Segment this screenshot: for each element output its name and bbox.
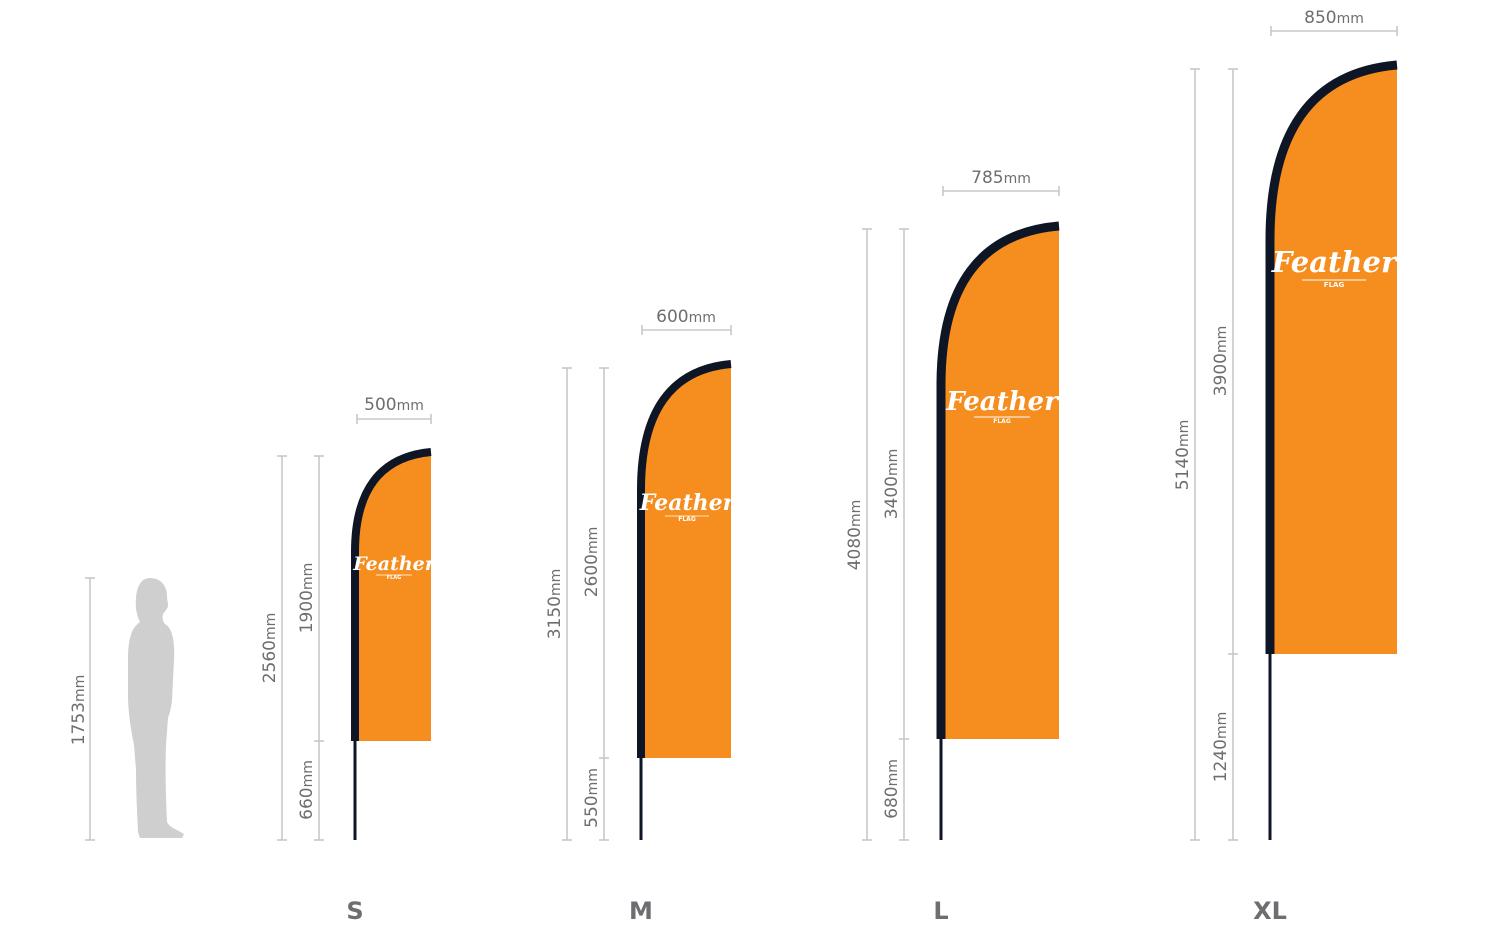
flag-xl: 850mm 5140mm 3900mm 1240mm Feather FLAG … — [1173, 8, 1399, 925]
flag-l: 785mm 4080mm 3400mm 680mm Feather FLAG L — [845, 168, 1060, 925]
svg-text:Feather: Feather — [639, 490, 736, 516]
flag-xl-width-dimension: 850mm — [1270, 8, 1398, 36]
flag-s-logo: Feather FLAG — [352, 553, 437, 581]
flag-s-width-label: 500mm — [364, 395, 424, 415]
flag-xl-pole-height-label: 1240mm — [1211, 712, 1231, 783]
flag-s-width-dimension: 500mm — [356, 395, 432, 424]
flag-xl-width-label: 850mm — [1304, 8, 1364, 28]
svg-text:FLAG: FLAG — [993, 418, 1011, 425]
flag-s-size-label: S — [346, 897, 363, 925]
person-height-label: 1753mm — [69, 675, 89, 746]
flag-l-logo: Feather FLAG — [945, 387, 1060, 425]
svg-text:Feather: Feather — [945, 387, 1060, 417]
flag-xl-sleeve — [1265, 60, 1398, 654]
flag-l-size-label: L — [933, 897, 948, 925]
svg-text:FLAG: FLAG — [1324, 281, 1345, 289]
flag-m-banner — [641, 364, 731, 758]
svg-text:Feather: Feather — [1271, 245, 1399, 279]
svg-text:FLAG: FLAG — [678, 516, 696, 523]
flag-l-width-dimension: 785mm — [942, 168, 1060, 196]
flag-m: 600mm 3150mm 2600mm 550mm Feather FLAG M — [545, 307, 736, 925]
flag-l-total-height-label: 4080mm — [845, 500, 865, 571]
person-reference: 1753mm — [69, 577, 184, 841]
flag-xl-total-height-label: 5140mm — [1173, 420, 1193, 491]
flag-s-pole-height-label: 660mm — [297, 760, 317, 820]
flag-s-banner — [355, 452, 431, 741]
flag-s-sleeve — [351, 448, 432, 741]
svg-text:FLAG: FLAG — [387, 575, 402, 581]
flag-l-flag-height-label: 3400mm — [882, 449, 902, 520]
flag-l-banner — [941, 226, 1059, 739]
flag-xl-banner — [1270, 65, 1397, 654]
flag-l-total-height-dimension: 4080mm — [845, 228, 872, 841]
flag-l-flag-height-dimension: 3400mm 680mm — [882, 228, 909, 841]
flag-m-total-height-dimension: 3150mm — [545, 367, 572, 841]
flag-l-sleeve — [936, 221, 1060, 739]
flag-m-width-label: 600mm — [656, 307, 716, 327]
flag-l-width-label: 785mm — [971, 168, 1031, 188]
flag-m-width-dimension: 600mm — [641, 307, 732, 335]
flag-l-pole-height-label: 680mm — [882, 759, 902, 819]
flag-m-logo: Feather FLAG — [639, 490, 736, 523]
flag-s: 500mm 2560mm 1900mm 660mm Feather FLAG S — [260, 395, 437, 925]
svg-text:Feather: Feather — [352, 553, 437, 575]
flag-xl-logo: Feather FLAG — [1271, 245, 1399, 289]
flag-m-size-label: M — [629, 897, 653, 925]
flag-xl-total-height-dimension: 5140mm — [1173, 68, 1200, 841]
flag-m-pole-height-label: 550mm — [582, 768, 602, 828]
flag-xl-size-label: XL — [1253, 897, 1287, 925]
flag-m-sleeve — [637, 360, 732, 758]
flag-m-flag-height-dimension: 2600mm 550mm — [582, 367, 609, 841]
flag-s-total-height-label: 2560mm — [260, 613, 280, 684]
flag-m-total-height-label: 3150mm — [545, 569, 565, 640]
person-height-dimension: 1753mm — [69, 577, 95, 841]
flag-xl-flag-height-label: 3900mm — [1211, 326, 1231, 397]
flag-s-flag-height-dimension: 1900mm 660mm — [297, 455, 324, 841]
person-silhouette — [128, 578, 184, 838]
flag-xl-flag-height-dimension: 3900mm 1240mm — [1211, 68, 1238, 841]
flag-m-flag-height-label: 2600mm — [582, 527, 602, 598]
flag-s-flag-height-label: 1900mm — [297, 563, 317, 634]
flag-s-total-height-dimension: 2560mm — [260, 455, 287, 841]
